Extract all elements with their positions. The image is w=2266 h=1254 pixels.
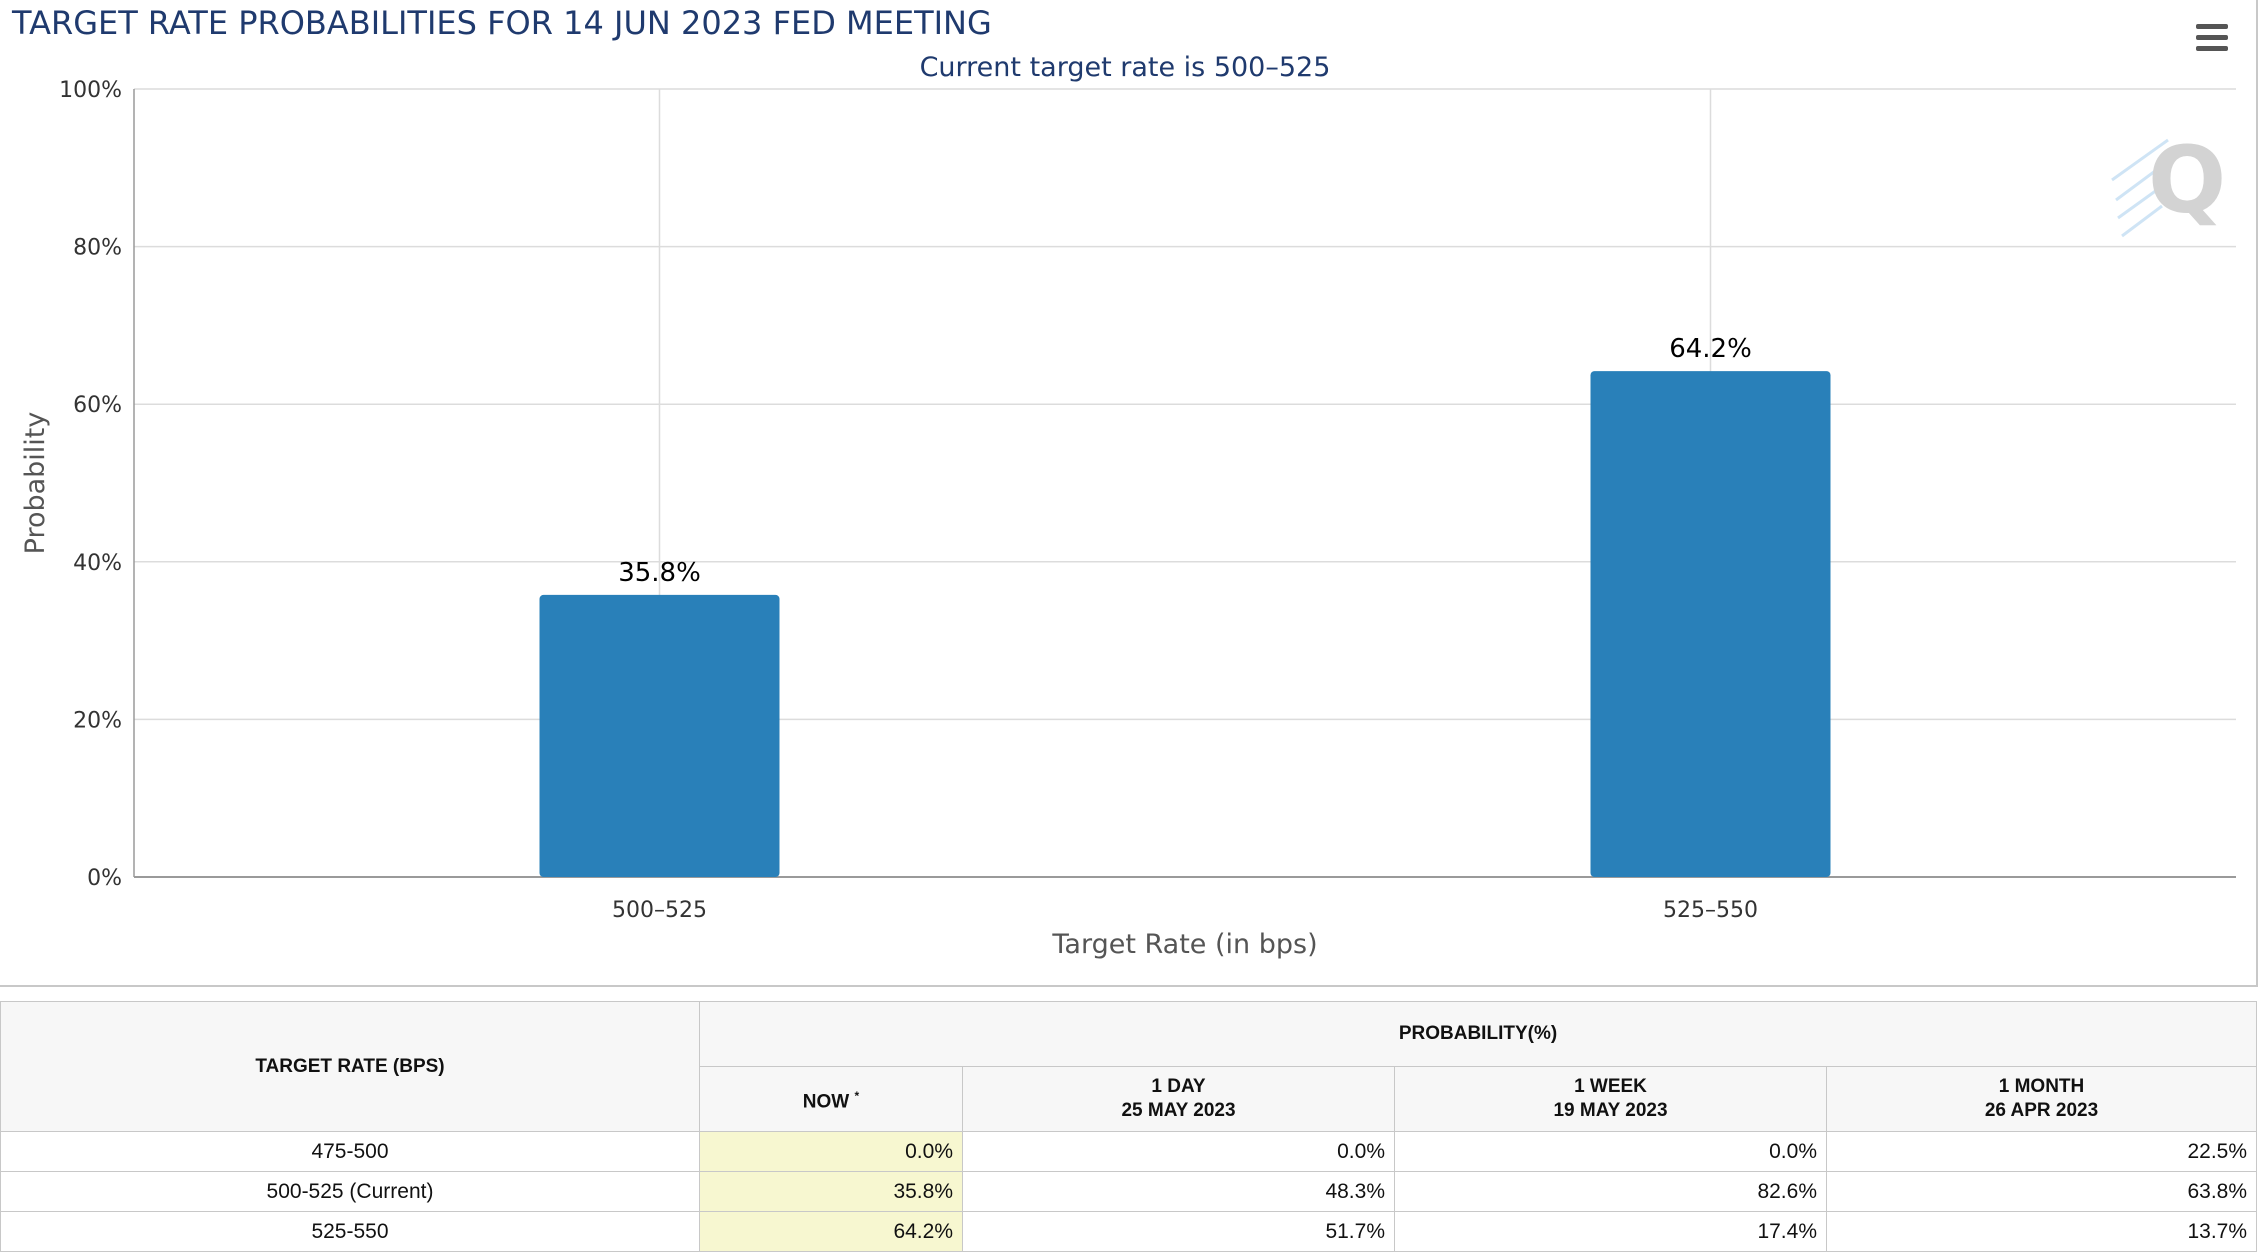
column-header-label: 1 WEEK — [1574, 1076, 1647, 1097]
bar-value-label: 35.8% — [618, 558, 701, 588]
menu-line — [2196, 35, 2228, 40]
target-rate-cell: 525-550 — [0, 1211, 700, 1252]
probability-header: PROBABILITY(%) — [698, 1001, 2258, 1067]
hamburger-menu-icon[interactable] — [2196, 24, 2228, 54]
probability-cell: 35.8% — [699, 1171, 963, 1212]
probability-cell: 48.3% — [962, 1171, 1395, 1212]
bar[interactable] — [1590, 371, 1831, 877]
chart-subtitle: Current target rate is 500–525 — [919, 52, 1331, 83]
menu-line — [2196, 24, 2228, 29]
probability-cell: 13.7% — [1825, 1211, 2258, 1252]
y-tick-label: 40% — [73, 551, 122, 576]
bars — [539, 371, 1831, 877]
probability-cell: 0.0% — [699, 1131, 963, 1172]
probability-cell: 17.4% — [1394, 1211, 1827, 1252]
bar[interactable] — [539, 594, 780, 877]
x-tick-label: 525–550 — [1663, 898, 1758, 923]
probability-cell: 82.6% — [1394, 1171, 1827, 1212]
target-rate-cell: 475-500 — [0, 1131, 700, 1172]
column-header-date: 19 MAY 2023 — [1553, 1100, 1668, 1121]
column-header: 1 MONTH 26 APR 2023 — [1825, 1066, 2258, 1132]
x-tick-label: 500–525 — [612, 898, 707, 923]
axis-labels: 0% 20% 40% 60% 80% 100% 35.8% 500–525 64.2% 525–5… — [20, 78, 1758, 960]
probability-table: TARGET RATE (BPS) PROBABILITY(%) NOW * 1 … — [0, 1001, 2258, 1252]
probability-cell: 0.0% — [1394, 1131, 1827, 1172]
y-tick-label: 80% — [73, 236, 122, 261]
target-rate-cell: 500-525 (Current) — [0, 1171, 700, 1212]
grid-lines — [133, 88, 2236, 878]
column-header: 1 WEEK 19 MAY 2023 — [1394, 1066, 1827, 1132]
column-header-label: NOW — [802, 1091, 850, 1113]
column-header-label: 1 DAY — [1151, 1076, 1206, 1097]
y-axis-title: Probability — [20, 412, 51, 555]
bar-chart: Q 0% 20% 40% 60% 80% 100% 35.8% 500–525 64.2% 525… — [20, 78, 2236, 960]
column-header-date: 26 APR 2023 — [1984, 1100, 2099, 1121]
bar-value-label: 64.2% — [1669, 334, 1752, 364]
chart-title: TARGET RATE PROBABILITIES FOR 14 JUN 202… — [12, 4, 992, 42]
table-row: 475-500 0.0% 0.0% 0.0% 22.5% — [0, 1131, 2258, 1172]
probability-cell: 51.7% — [962, 1211, 1395, 1252]
y-tick-label: 60% — [73, 393, 122, 418]
target-rate-header: TARGET RATE (BPS) — [0, 1001, 700, 1132]
q-logo-watermark: Q — [2111, 127, 2226, 238]
y-tick-label: 0% — [87, 866, 122, 891]
column-header-label: 1 MONTH — [1998, 1076, 2085, 1097]
column-header: 1 DAY 25 MAY 2023 — [962, 1066, 1395, 1132]
probability-cell: 22.5% — [1825, 1131, 2258, 1172]
menu-line — [2196, 46, 2228, 51]
probability-cell: 64.2% — [699, 1211, 963, 1252]
footnote-marker: * — [854, 1088, 860, 1103]
column-header-date: 25 MAY 2023 — [1121, 1100, 1236, 1121]
probability-cell: 63.8% — [1825, 1171, 2258, 1212]
y-tick-label: 100% — [59, 78, 122, 103]
chart-panel: TARGET RATE PROBABILITIES FOR 14 JUN 202… — [0, 0, 2258, 987]
x-axis-title: Target Rate (in bps) — [1051, 929, 1317, 960]
probability-cell: 0.0% — [962, 1131, 1395, 1172]
table-row: 525-550 64.2% 51.7% 17.4% 13.7% — [0, 1211, 2258, 1252]
svg-text:Q: Q — [2148, 127, 2226, 234]
y-tick-label: 20% — [73, 708, 122, 733]
table-row: 500-525 (Current) 35.8% 48.3% 82.6% 63.8% — [0, 1171, 2258, 1212]
column-header: NOW * — [699, 1066, 963, 1132]
